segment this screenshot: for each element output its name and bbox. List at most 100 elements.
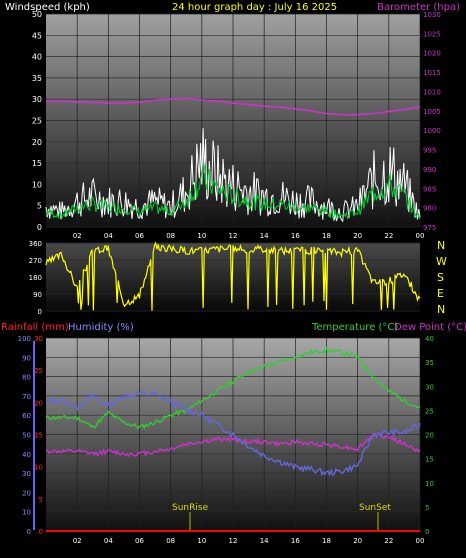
temp-tick-label: 10 — [425, 480, 434, 488]
humidity-tick-label: 70 — [22, 393, 31, 401]
wind-tick-label: 15 — [32, 159, 42, 168]
rain-tick-label: 30 — [34, 335, 43, 343]
temp-x-tick: 16 — [291, 537, 300, 545]
temperature-header: Temperature (°C) — [311, 322, 398, 333]
humidity-tick-label: 10 — [22, 509, 31, 517]
temp-x-tick: 02 — [73, 537, 82, 545]
rain-tick-label: 20 — [34, 399, 43, 407]
dir-tick-label: 270 — [29, 257, 42, 265]
humidity-tick-label: 20 — [22, 489, 31, 497]
wind-tick-label: 50 — [32, 10, 42, 19]
baro-tick-label: 1000 — [423, 127, 441, 135]
humidity-tick-label: 60 — [22, 412, 31, 420]
temp-tick-label: 30 — [425, 383, 434, 391]
temp-x-tick: 12 — [229, 537, 238, 545]
temp-tick-label: 15 — [425, 456, 434, 464]
wind-x-tick: 10 — [197, 232, 206, 240]
baro-tick-label: 985 — [423, 185, 436, 193]
baro-tick-label: 1010 — [423, 88, 441, 96]
humidity-tick-label: 0 — [27, 528, 31, 536]
dir-tick-label: 90 — [33, 291, 42, 299]
dir-label-n2: N — [437, 303, 445, 316]
temp-x-tick: 18 — [322, 537, 331, 545]
dir-label-w: W — [436, 255, 447, 268]
temp-x-tick: 08 — [166, 537, 175, 545]
baro-tick-label: 1015 — [423, 69, 441, 77]
temp-x-tick: 04 — [104, 537, 113, 545]
dir-label-n1: N — [437, 239, 445, 252]
wind-x-tick: 14 — [260, 232, 269, 240]
barometer-line — [46, 97, 421, 116]
dewpoint-header: Dew Point (°C) — [394, 322, 466, 333]
dir-label-s: S — [437, 271, 444, 284]
wind-tick-label: 20 — [32, 138, 42, 147]
wind-x-tick: 02 — [73, 232, 82, 240]
rainfall-header: Rainfall (mm) — [1, 322, 69, 333]
baro-tick-label: 1030 — [423, 11, 441, 19]
wind-tick-label: 40 — [32, 53, 42, 62]
humidity-tick-label: 90 — [22, 354, 31, 362]
wind-avg-line — [45, 162, 421, 220]
dir-tick-label: 360 — [29, 240, 42, 248]
humidity-tick-label: 50 — [22, 432, 31, 440]
temp-tick-label: 35 — [425, 359, 434, 367]
temp-tick-label: 5 — [425, 504, 429, 512]
rain-tick-label: 0 — [39, 528, 43, 536]
humidity-tick-label: 30 — [22, 470, 31, 478]
baro-tick-label: 995 — [423, 147, 436, 155]
humidity-tick-label: 80 — [22, 374, 31, 382]
humidity-line — [45, 390, 421, 477]
temp-tick-label: 40 — [425, 335, 434, 343]
baro-tick-label: 1020 — [423, 50, 441, 58]
wind-x-tick: 06 — [135, 232, 144, 240]
sunrise-label: SunRise — [172, 503, 209, 513]
rain-tick-label: 15 — [34, 432, 43, 440]
direction-line — [45, 241, 421, 311]
wind-tick-label: 45 — [32, 31, 42, 40]
sunset-label: SunSet — [359, 503, 391, 513]
temp-x-tick: 20 — [353, 537, 362, 545]
wind-tick-label: 25 — [32, 117, 42, 126]
temp-x-tick: 00 — [416, 537, 425, 545]
rain-tick-label: 5 — [39, 496, 43, 504]
dir-tick-label: 0 — [38, 308, 42, 316]
temp-tick-label: 0 — [425, 528, 429, 536]
tick-labels: 0510152025303540455097598098599099510001… — [18, 10, 441, 545]
wind-x-tick: 20 — [353, 232, 362, 240]
wind-tick-label: 10 — [32, 180, 42, 189]
baro-tick-label: 1025 — [423, 30, 441, 38]
baro-tick-label: 980 — [423, 205, 436, 213]
humidity-header: Humidity (%) — [68, 322, 134, 333]
wind-tick-label: 30 — [32, 95, 42, 104]
windspeed-header: Windspeed (kph) — [5, 2, 90, 13]
humidity-tick-label: 40 — [22, 451, 31, 459]
rain-tick-label: 10 — [34, 464, 43, 472]
temp-x-tick: 10 — [197, 537, 206, 545]
wind-x-tick: 00 — [416, 232, 425, 240]
temp-x-tick: 14 — [260, 537, 269, 545]
dewpoint-line — [45, 431, 421, 457]
rain-tick-label: 25 — [34, 367, 43, 375]
wind-gust-line — [45, 128, 421, 223]
wind-x-tick: 18 — [322, 232, 331, 240]
temperature-line — [45, 346, 421, 430]
humidity-tick-label: 100 — [18, 335, 31, 343]
dir-label-e: E — [437, 287, 444, 300]
wind-tick-label: 0 — [37, 223, 42, 232]
baro-tick-label: 1005 — [423, 108, 441, 116]
wind-x-tick: 04 — [104, 232, 113, 240]
baro-tick-label: 990 — [423, 166, 436, 174]
temp-x-tick: 06 — [135, 537, 144, 545]
temp-x-tick: 22 — [384, 537, 393, 545]
wind-x-tick: 12 — [229, 232, 238, 240]
wind-x-tick: 22 — [384, 232, 393, 240]
wind-x-tick: 08 — [166, 232, 175, 240]
chart-marks — [45, 97, 421, 532]
chart-title: 24 hour graph day : July 16 2025 — [172, 2, 337, 13]
barometer-header: Barometer (hpa) — [377, 2, 460, 13]
temp-tick-label: 25 — [425, 407, 434, 415]
wind-x-tick: 16 — [291, 232, 300, 240]
temp-tick-label: 20 — [425, 432, 434, 440]
